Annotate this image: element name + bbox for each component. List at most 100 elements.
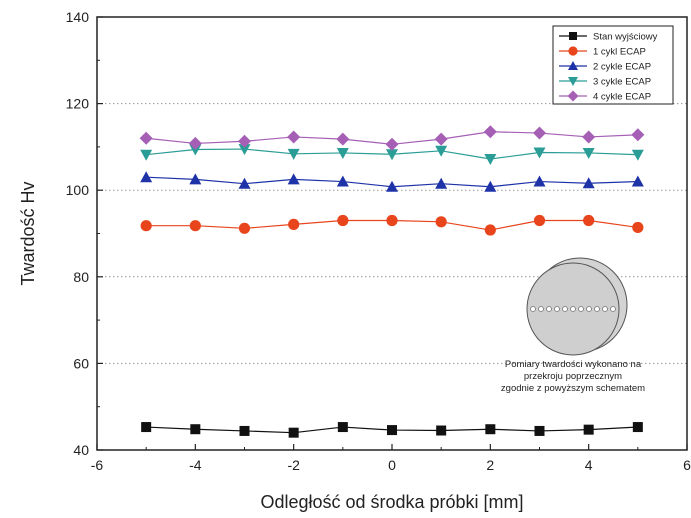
data-point <box>483 125 497 139</box>
data-point <box>141 422 152 433</box>
data-point <box>189 144 202 156</box>
data-point <box>287 173 300 185</box>
data-point <box>582 177 595 189</box>
data-point <box>238 134 251 148</box>
legend-marker <box>568 61 578 70</box>
data-point <box>632 422 643 433</box>
legend-marker <box>568 46 578 56</box>
x-tick-label: 0 <box>388 457 396 473</box>
data-point <box>336 132 350 146</box>
data-point <box>533 126 546 140</box>
measurement-point <box>578 306 584 312</box>
legend-entry: 2 cykle ECAP <box>559 61 651 73</box>
data-point <box>583 424 594 435</box>
data-point <box>485 424 496 435</box>
measurement-points <box>530 306 616 312</box>
data-point <box>140 220 152 232</box>
data-point <box>239 425 250 436</box>
data-point <box>336 175 349 187</box>
measurement-point <box>570 306 576 312</box>
series-layer <box>139 125 645 438</box>
series-1 <box>141 422 643 438</box>
data-point <box>189 220 201 232</box>
data-point <box>337 214 349 227</box>
series-4 <box>140 144 644 166</box>
data-point <box>533 214 546 227</box>
legend-entry: Stan wyjściowy <box>559 32 658 43</box>
legend-marker <box>567 90 579 102</box>
measurement-point <box>546 306 552 312</box>
x-tick-label: 2 <box>486 457 494 473</box>
data-point <box>238 222 251 234</box>
data-point <box>288 427 299 438</box>
measurement-point <box>586 306 592 312</box>
data-point <box>631 149 644 161</box>
x-axis-title: Odległość od środka próbki [mm] <box>260 492 523 512</box>
x-tick-label: 4 <box>585 457 593 473</box>
measurement-point <box>562 306 568 312</box>
note-line-1: Pomiary twardości wykonano na <box>505 359 642 370</box>
y-tick-label: 140 <box>66 9 90 25</box>
data-point <box>387 425 397 436</box>
legend-label: 4 cykle ECAP <box>593 92 651 103</box>
data-point <box>534 425 545 436</box>
y-axis-title: Twardość Hv <box>18 181 38 285</box>
legend-label: Stan wyjściowy <box>593 32 658 43</box>
data-point <box>533 175 546 187</box>
note-line-3: zgodnie z powyższym schematem <box>501 383 645 394</box>
x-tick-label: -2 <box>287 457 300 473</box>
data-point <box>435 216 447 228</box>
data-point <box>238 144 251 156</box>
data-point <box>288 218 300 231</box>
data-point <box>436 425 447 436</box>
legend-label: 3 cykle ECAP <box>593 77 651 88</box>
y-tick-label: 100 <box>66 182 90 198</box>
data-point <box>386 214 398 227</box>
data-point <box>190 424 201 435</box>
x-tick-label: -6 <box>91 457 104 473</box>
x-tick-label: 6 <box>683 457 691 473</box>
data-point <box>582 130 596 144</box>
measurement-point <box>554 306 560 312</box>
series-2 <box>140 214 644 236</box>
measurement-point <box>594 306 600 312</box>
data-point <box>385 137 399 151</box>
legend-entry: 4 cykle ECAP <box>559 90 651 103</box>
data-point <box>386 149 398 161</box>
data-point <box>631 175 644 187</box>
schematic-note: Pomiary twardości wykonano na przekroju … <box>501 359 645 394</box>
series-5 <box>139 125 645 151</box>
data-point <box>238 177 251 189</box>
data-point <box>139 131 153 145</box>
measurement-point <box>610 306 616 312</box>
data-point <box>336 147 349 159</box>
series-3 <box>140 171 644 192</box>
data-point <box>337 422 348 433</box>
x-tick-label: -4 <box>189 457 202 473</box>
data-point <box>631 128 645 142</box>
data-point <box>188 136 202 150</box>
data-point <box>632 221 644 234</box>
legend-entry: 1 cykl ECAP <box>559 46 646 58</box>
data-point <box>583 214 595 227</box>
note-line-2: przekroju poprzecznym <box>524 371 622 382</box>
y-tick-label: 120 <box>66 96 90 112</box>
legend-label: 1 cykl ECAP <box>593 47 646 58</box>
measurement-point <box>530 306 536 312</box>
data-point <box>484 154 497 166</box>
data-point <box>582 147 595 159</box>
data-point <box>435 145 448 157</box>
ticks-layer: -6 -4 -2 0 2 4 6 40 60 80 100 120 140 <box>66 9 691 473</box>
legend: Stan wyjściowy 1 cykl ECAP 2 cykle ECAP 3 c… <box>552 25 674 105</box>
measurement-point <box>602 306 608 312</box>
data-point <box>533 147 546 159</box>
data-point <box>140 171 153 183</box>
y-tick-label: 40 <box>73 442 89 458</box>
y-tick-label: 80 <box>73 269 89 285</box>
data-point <box>386 180 398 192</box>
legend-entry: 3 cykle ECAP <box>559 77 651 88</box>
data-point <box>287 148 300 160</box>
data-point <box>140 149 153 161</box>
measurement-point <box>538 306 544 312</box>
